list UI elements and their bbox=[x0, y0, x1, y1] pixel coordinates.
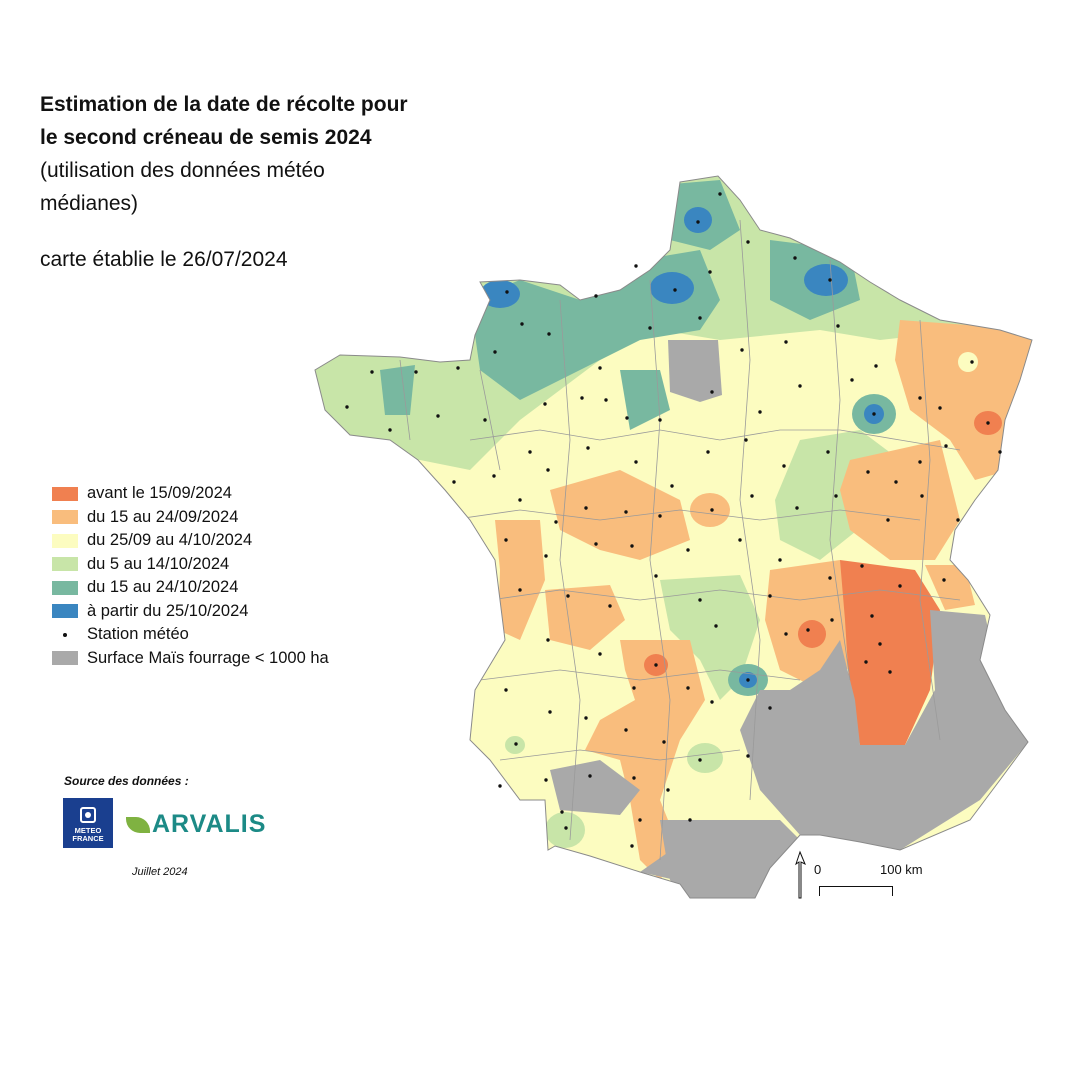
map-subtitle-line-2: médianes) bbox=[40, 192, 139, 215]
zone-25oct-cotentin bbox=[480, 280, 520, 308]
weather-stations bbox=[345, 192, 1002, 848]
zone-15-24sep-alsace bbox=[895, 320, 1032, 480]
zone-15-24sep-southwest bbox=[585, 640, 705, 880]
map-title-line-1: Estimation de la date de récolte pour bbox=[40, 93, 408, 116]
zone-15-24oct-brittany bbox=[380, 365, 415, 415]
meteo-logo-line-2: FRANCE bbox=[72, 834, 104, 843]
legend-swatch bbox=[52, 580, 78, 595]
zone-before-15sep-loire bbox=[798, 620, 826, 648]
legend-item-25sep-4oct: du 25/09 au 4/10/2024 bbox=[52, 529, 382, 553]
zone-15-24sep-jura bbox=[840, 440, 960, 560]
scale-zero-label: 0 bbox=[814, 862, 822, 877]
arvalis-wordmark: ARVALIS bbox=[152, 810, 267, 838]
legend-label: du 15 au 24/10/2024 bbox=[87, 578, 239, 597]
arvalis-logo: ARVALIS bbox=[126, 810, 266, 839]
department-borders bbox=[399, 219, 961, 861]
legend-item-from-25oct: à partir du 25/10/2024 bbox=[52, 600, 382, 624]
meteo-france-logo: METEO FRANCE bbox=[63, 798, 113, 848]
map-title-line-2: le second créneau de semis 2024 bbox=[40, 126, 372, 149]
map-zones bbox=[315, 176, 1032, 898]
legend-swatch bbox=[52, 533, 78, 548]
legend-item-5-14oct: du 5 au 14/10/2024 bbox=[52, 553, 382, 577]
station-dot-icon bbox=[63, 632, 67, 637]
legend-label: du 5 au 14/10/2024 bbox=[87, 554, 230, 573]
meteo-logo-line-1: METEO bbox=[74, 826, 102, 835]
north-arrow-icon bbox=[795, 850, 806, 899]
zone-25oct-somme bbox=[650, 272, 694, 304]
legend-label: du 15 au 24/09/2024 bbox=[87, 507, 239, 526]
zone-low-maize-pyrenees-orientales bbox=[660, 820, 800, 898]
zone-15-24sep-poitou bbox=[545, 585, 625, 650]
map-subtitle-line-1: (utilisation des données météo bbox=[40, 159, 325, 182]
legend: avant le 15/09/2024 du 15 au 24/09/2024 … bbox=[52, 482, 382, 670]
legend-label: du 25/09 au 4/10/2024 bbox=[87, 531, 253, 550]
zone-15-24sep-spot bbox=[690, 493, 730, 527]
zone-5-14oct-aveyron bbox=[687, 743, 723, 773]
source-date: Juillet 2024 bbox=[132, 866, 188, 878]
legend-swatch bbox=[52, 651, 78, 666]
legend-item-station: Station météo bbox=[52, 623, 382, 647]
zone-15-24sep-vendee bbox=[495, 520, 545, 640]
zone-low-maize-southeast bbox=[640, 610, 1030, 898]
legend-label: avant le 15/09/2024 bbox=[87, 484, 232, 503]
zone-before-15sep-alps bbox=[840, 560, 940, 745]
legend-swatch bbox=[52, 510, 78, 525]
zone-5-14oct-pyrenees bbox=[545, 812, 585, 848]
france-outline bbox=[314, 175, 1033, 899]
zone-25oct-ardennes bbox=[804, 264, 848, 296]
legend-swatch bbox=[52, 486, 78, 501]
scale-distance-label: 100 km bbox=[880, 862, 923, 877]
zone-low-maize-paris bbox=[668, 340, 722, 402]
legend-label: à partir du 25/10/2024 bbox=[87, 601, 249, 620]
legend-item-before-15sep: avant le 15/09/2024 bbox=[52, 482, 382, 506]
scale-bar: 0 100 km bbox=[814, 858, 934, 900]
arvalis-leaf-icon bbox=[126, 816, 150, 833]
zone-25sep-4oct-spot bbox=[958, 352, 978, 372]
legend-swatch bbox=[52, 604, 78, 619]
legend-swatch bbox=[52, 557, 78, 572]
legend-item-surface: Surface Maïs fourrage < 1000 ha bbox=[52, 647, 382, 671]
map-date: carte établie le 26/07/2024 bbox=[40, 248, 288, 271]
legend-label: Station météo bbox=[87, 625, 189, 644]
scale-bar-line bbox=[819, 886, 893, 896]
legend-label: Surface Maïs fourrage < 1000 ha bbox=[87, 648, 329, 667]
legend-item-15-24oct: du 15 au 24/10/2024 bbox=[52, 576, 382, 600]
legend-item-15-24sep: du 15 au 24/09/2024 bbox=[52, 506, 382, 530]
meteo-france-mark-icon bbox=[80, 807, 96, 823]
source-label: Source des données : bbox=[64, 774, 189, 788]
zone-25oct-nord bbox=[684, 207, 712, 233]
title-block: Estimation de la date de récolte pour le… bbox=[40, 88, 520, 276]
zone-15-24sep-savoie bbox=[925, 565, 975, 610]
